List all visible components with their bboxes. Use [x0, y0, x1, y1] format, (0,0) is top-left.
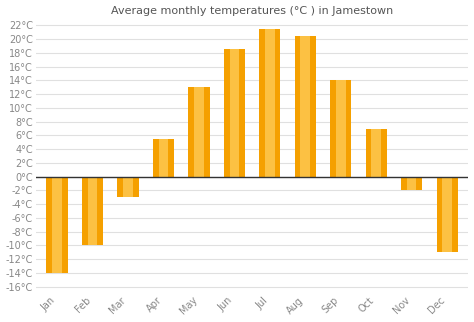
Bar — [372, 128, 381, 177]
Bar — [123, 177, 133, 197]
Bar — [442, 177, 452, 252]
Bar — [46, 177, 68, 273]
Bar — [437, 177, 458, 252]
Bar — [401, 177, 422, 190]
Bar — [159, 139, 168, 177]
Bar — [407, 177, 417, 190]
Title: Average monthly temperatures (°C ) in Jamestown: Average monthly temperatures (°C ) in Ja… — [111, 5, 393, 15]
Bar — [188, 87, 210, 177]
Bar — [336, 80, 346, 177]
Bar — [229, 49, 239, 177]
Bar — [365, 128, 387, 177]
Bar — [82, 177, 103, 245]
Bar — [301, 36, 310, 177]
Bar — [88, 177, 97, 245]
Bar — [259, 29, 281, 177]
Bar — [117, 177, 138, 197]
Bar — [224, 49, 245, 177]
Bar — [265, 29, 274, 177]
Bar — [52, 177, 62, 273]
Bar — [295, 36, 316, 177]
Bar — [194, 87, 204, 177]
Bar — [153, 139, 174, 177]
Bar — [330, 80, 351, 177]
